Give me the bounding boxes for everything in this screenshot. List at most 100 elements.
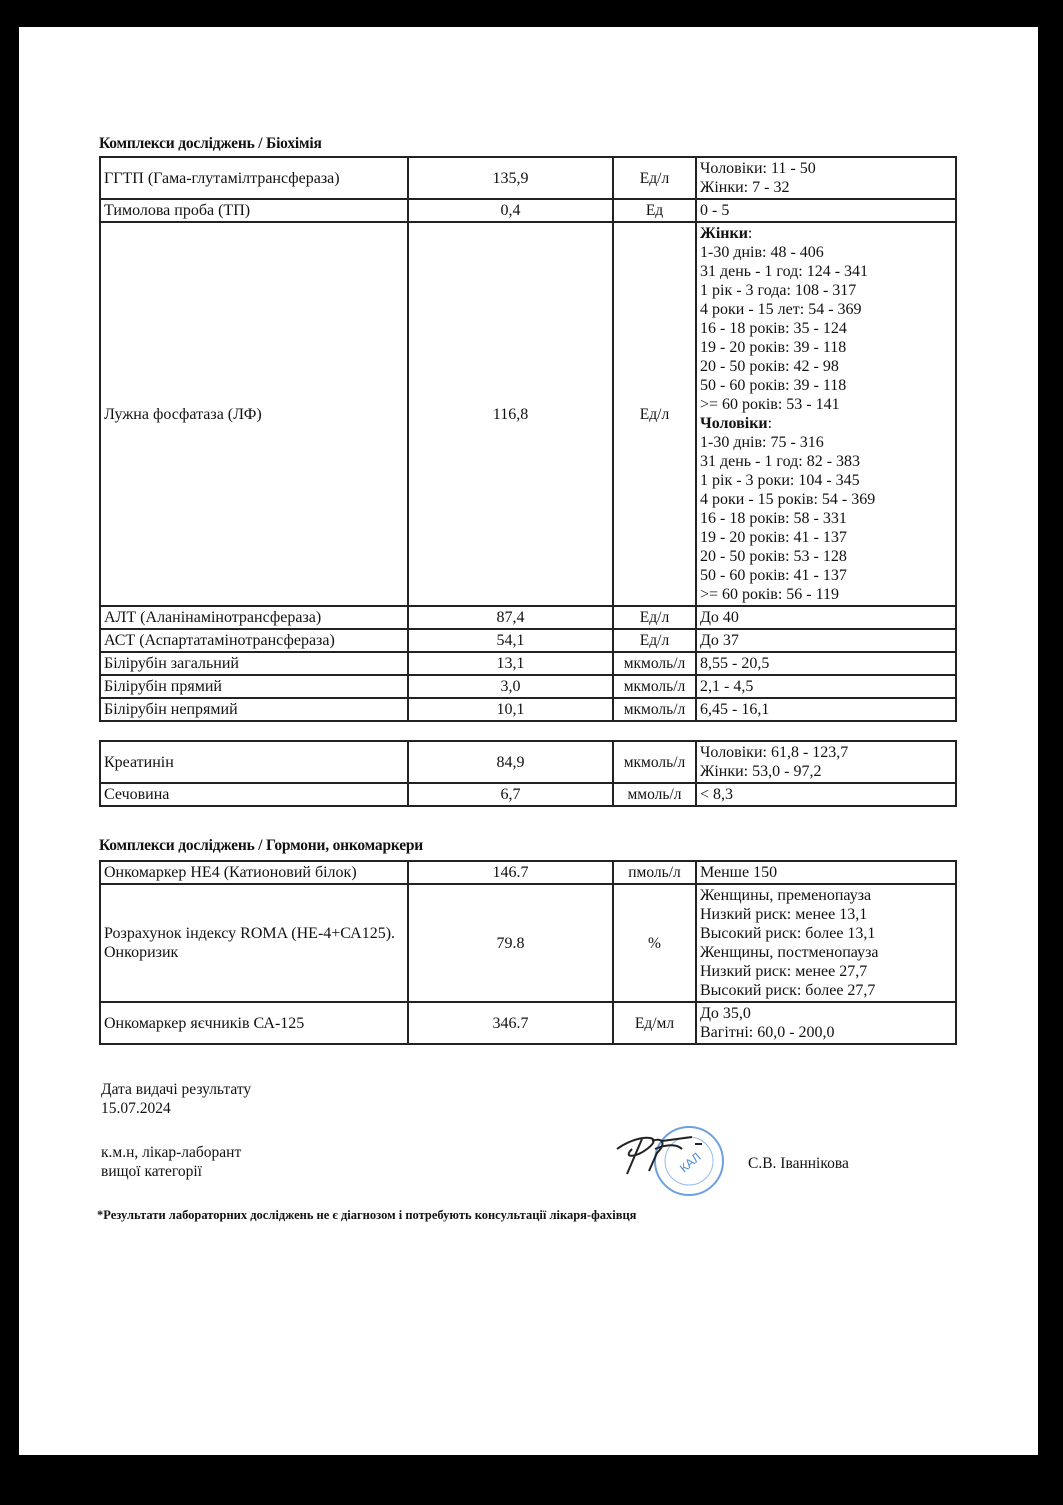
reference-text: 1-30 днів: 48 - 406 xyxy=(700,244,824,261)
reference-range: Женщины, пременопауза Низкий риск: менее … xyxy=(695,883,957,1003)
reference-text: < 8,3 xyxy=(700,786,734,803)
reference-line: 16 - 18 років: 58 - 331 xyxy=(700,509,952,528)
kidney-table: Креатинін 84,9 мкмоль/л Чоловіки: 61,8 - 12… xyxy=(99,740,957,807)
section-title-hormones: Комплекси досліджень / Гормони, онкомарк… xyxy=(99,837,424,854)
table-row: Онкомаркер НЕ4 (Катионовий білок) 146.7 пм… xyxy=(99,860,957,885)
reference-range: 0 - 5 xyxy=(695,198,957,223)
result-value: 13,1 xyxy=(407,651,614,676)
reference-text: 50 - 60 років: 41 - 137 xyxy=(700,567,847,584)
reference-line: Жінки: 53,0 - 97,2 xyxy=(700,762,952,781)
reference-text: 20 - 50 років: 53 - 128 xyxy=(700,548,847,565)
biochemistry-table: ГГТП (Гама-глутамілтрансфераза) 135,9 Ед/л… xyxy=(99,156,957,722)
reference-range: До 40 xyxy=(695,605,957,630)
result-value: 116,8 xyxy=(407,221,614,607)
table-row: Креатинін 84,9 мкмоль/л Чоловіки: 61,8 - 12… xyxy=(99,740,957,784)
reference-line: Высокий риск: более 13,1 xyxy=(700,924,952,943)
reference-line: 1 рік - 3 года: 108 - 317 xyxy=(700,281,952,300)
result-value: 54,1 xyxy=(407,628,614,653)
reference-text: >= 60 років: 53 - 141 xyxy=(700,396,840,413)
reference-line: До 40 xyxy=(700,608,952,627)
reference-text: : xyxy=(747,225,753,242)
table-row: Білірубін загальний 13,1 мкмоль/л 8,55 - 20… xyxy=(99,651,957,676)
reference-line: 16 - 18 років: 35 - 124 xyxy=(700,319,952,338)
test-name: Онкомаркер яєчників СА-125 xyxy=(99,1001,409,1045)
table-row: АСТ (Аспартатамінотрансфераза) 54,1 Ед/л До… xyxy=(99,628,957,653)
reference-line: 2,1 - 4,5 xyxy=(700,677,952,696)
test-name: ГГТП (Гама-глутамілтрансфераза) xyxy=(99,156,409,200)
reference-group-label: Чоловіки xyxy=(700,415,768,432)
reference-range: До 35,0 Вагітні: 60,0 - 200,0 xyxy=(695,1001,957,1045)
reference-text: Менше 150 xyxy=(700,864,778,881)
reference-range: Менше 150 xyxy=(695,860,957,885)
reference-line: 1-30 днів: 75 - 316 xyxy=(700,433,952,452)
reference-range: 2,1 - 4,5 xyxy=(695,674,957,699)
result-value: 3,0 xyxy=(407,674,614,699)
reference-line: 0 - 5 xyxy=(700,201,952,220)
reference-text: Вагітні: 60,0 - 200,0 xyxy=(700,1024,835,1041)
reference-line: >= 60 років: 53 - 141 xyxy=(700,395,952,414)
reference-line: 6,45 - 16,1 xyxy=(700,700,952,719)
result-value: 87,4 xyxy=(407,605,614,630)
table-row: Онкомаркер яєчників СА-125 346.7 Ед/мл До 3… xyxy=(99,1001,957,1045)
unit: мкмоль/л xyxy=(612,740,697,784)
result-value: 146.7 xyxy=(407,860,614,885)
reference-text: 8,55 - 20,5 xyxy=(700,655,770,672)
reference-line: 50 - 60 років: 41 - 137 xyxy=(700,566,952,585)
reference-text: 1 рік - 3 роки: 104 - 345 xyxy=(700,472,860,489)
unit: % xyxy=(612,883,697,1003)
reference-text: Низкий риск: менее 13,1 xyxy=(700,906,868,923)
reference-text: Жінки: 7 - 32 xyxy=(700,179,790,196)
unit: Ед/л xyxy=(612,156,697,200)
reference-text: 50 - 60 років: 39 - 118 xyxy=(700,377,847,394)
table-row: Білірубін прямий 3,0 мкмоль/л 2,1 - 4,5 xyxy=(99,674,957,699)
reference-text: Женщины, пременопауза xyxy=(700,887,872,904)
result-value: 0,4 xyxy=(407,198,614,223)
table-row: ГГТП (Гама-глутамілтрансфераза) 135,9 Ед/л… xyxy=(99,156,957,200)
oncomarkers-table: Онкомаркер НЕ4 (Катионовий білок) 146.7 пм… xyxy=(99,860,957,1045)
reference-line: Низкий риск: менее 13,1 xyxy=(700,905,952,924)
reference-range: 8,55 - 20,5 xyxy=(695,651,957,676)
reference-text: Женщины, постменопауза xyxy=(700,944,879,961)
reference-text: Высокий риск: более 13,1 xyxy=(700,925,876,942)
reference-text: 2,1 - 4,5 xyxy=(700,678,754,695)
reference-text: 1-30 днів: 75 - 316 xyxy=(700,434,824,451)
disclaimer: *Результати лабораторних досліджень не є… xyxy=(97,1208,637,1222)
reference-line: До 35,0 xyxy=(700,1004,952,1023)
doctor-name: С.В. Іваннікова xyxy=(748,1155,849,1172)
test-name: Білірубін непрямий xyxy=(99,697,409,722)
unit: Ед/л xyxy=(612,628,697,653)
reference-range: < 8,3 xyxy=(695,782,957,807)
result-value: 10,1 xyxy=(407,697,614,722)
reference-text: Чоловіки: 61,8 - 123,7 xyxy=(700,744,849,761)
issue-date-label: Дата видачі результату xyxy=(101,1081,252,1098)
reference-line: До 37 xyxy=(700,631,952,650)
reference-line: Чоловіки: xyxy=(700,414,952,433)
result-value: 84,9 xyxy=(407,740,614,784)
reference-text: 4 роки - 15 років: 54 - 369 xyxy=(700,491,876,508)
reference-text: 16 - 18 років: 35 - 124 xyxy=(700,320,847,337)
reference-line: 4 роки - 15 лет: 54 - 369 xyxy=(700,300,952,319)
reference-text: До 40 xyxy=(700,609,739,626)
reference-range: До 37 xyxy=(695,628,957,653)
reference-line: Женщины, постменопауза xyxy=(700,943,952,962)
reference-range: Чоловіки: 61,8 - 123,7 Жінки: 53,0 - 97,2 xyxy=(695,740,957,784)
reference-line: Вагітні: 60,0 - 200,0 xyxy=(700,1023,952,1042)
reference-line: 8,55 - 20,5 xyxy=(700,654,952,673)
unit: пмоль/л xyxy=(612,860,697,885)
reference-line: 31 день - 1 год: 124 - 341 xyxy=(700,262,952,281)
reference-text: 19 - 20 років: 41 - 137 xyxy=(700,529,847,546)
reference-line: Чоловіки: 11 - 50 xyxy=(700,159,952,178)
reference-text: >= 60 років: 56 - 119 xyxy=(700,586,839,603)
reference-line: Высокий риск: более 27,7 xyxy=(700,981,952,1000)
reference-text: : xyxy=(767,415,773,432)
svg-text:КАЛ: КАЛ xyxy=(677,1150,704,1176)
reference-line: 19 - 20 років: 39 - 118 xyxy=(700,338,952,357)
reference-line: 50 - 60 років: 39 - 118 xyxy=(700,376,952,395)
table-row: Тимолова проба (ТП) 0,4 Ед 0 - 5 xyxy=(99,198,957,223)
table-row: Сечовина 6,7 ммоль/л < 8,3 xyxy=(99,782,957,807)
reference-line: < 8,3 xyxy=(700,785,952,804)
table-row: Розрахунок індексу ROMA (НЕ-4+СА125). Он… xyxy=(99,883,957,1003)
test-name: АСТ (Аспартатамінотрансфераза) xyxy=(99,628,409,653)
reference-text: До 37 xyxy=(700,632,739,649)
reference-line: Чоловіки: 61,8 - 123,7 xyxy=(700,743,952,762)
